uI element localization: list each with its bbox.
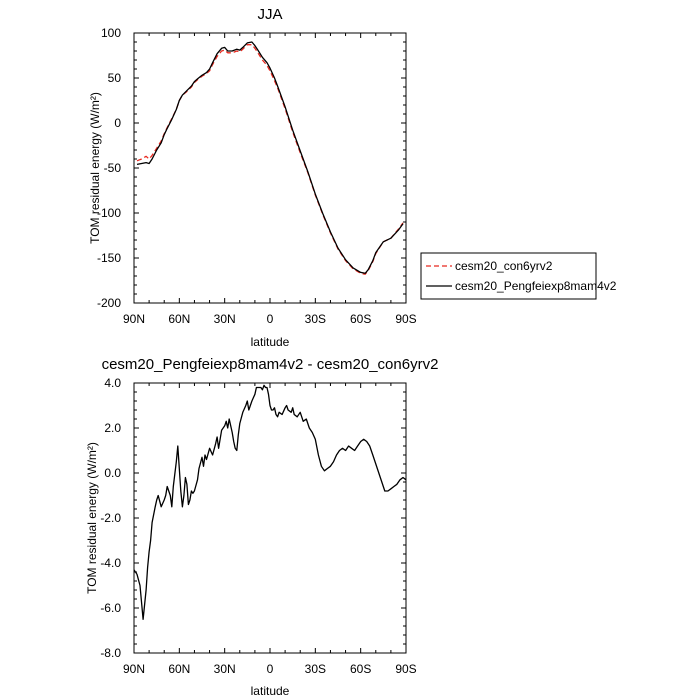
legend: cesm20_con6yrv2 cesm20_Pengfeiexp8mam4v2	[420, 252, 617, 300]
x-tick-label: 90S	[395, 312, 416, 326]
y-tick-label: 50	[108, 71, 122, 85]
panel-top-plot-frame	[133, 32, 407, 304]
legend-box	[420, 252, 597, 300]
x-tick-label: 30N	[214, 312, 236, 326]
panel-top-xlabel: latitude	[251, 335, 290, 349]
y-tick-label: 2.0	[104, 421, 121, 435]
legend-label-pengfei: cesm20_Pengfeiexp8mam4v2	[455, 279, 617, 293]
y-tick-label: 0	[114, 116, 121, 130]
y-tick-label: -200	[97, 296, 121, 310]
panel-bottom-ticks: 90N 60N 30N 0 30S 60S 90S -8.0 -6.0 -4.0 -2.0 0.0 2.…	[100, 376, 416, 676]
x-tick-label: 0	[267, 312, 274, 326]
x-tick-label: 60N	[168, 312, 190, 326]
x-tick-label: 30S	[305, 312, 326, 326]
panel-top-ylabel: TOM residual energy (W/m²)	[88, 92, 102, 244]
y-tick-label: 4.0	[104, 376, 121, 390]
x-tick-label: 90S	[395, 662, 416, 676]
series-line-panel-bottom-0	[133, 384, 407, 620]
y-tick-label: -8.0	[100, 646, 121, 660]
panel-bottom-plot-frame	[133, 382, 407, 654]
panel-top-ticks: 90N 60N 30N 0 30S 60S 90S -200 -150 -100 -50 0 50 100	[97, 26, 417, 326]
y-tick-label: 100	[101, 26, 121, 40]
panel-bottom-ylabel: TOM residual energy (W/m²)	[85, 442, 99, 594]
x-tick-label: 30S	[305, 662, 326, 676]
y-tick-label: -4.0	[100, 556, 121, 570]
panel-top-title: JJA	[257, 6, 282, 23]
y-tick-label: -150	[97, 251, 121, 265]
x-tick-label: 30N	[214, 662, 236, 676]
y-tick-label: -6.0	[100, 601, 121, 615]
x-tick-label: 90N	[123, 662, 145, 676]
panel-bottom-title: cesm20_Pengfeiexp8mam4v2 - cesm20_con6yr…	[102, 356, 439, 373]
x-tick-label: 90N	[123, 312, 145, 326]
y-tick-label: -100	[97, 206, 121, 220]
legend-label-con6yrv2: cesm20_con6yrv2	[455, 259, 553, 273]
panel-bottom-xlabel: latitude	[251, 684, 290, 698]
panel-bottom-series	[133, 384, 407, 620]
x-tick-label: 60S	[350, 662, 371, 676]
y-tick-label: 0.0	[104, 466, 121, 480]
series-line-panel-top-1	[136, 41, 404, 274]
x-tick-label: 60S	[350, 312, 371, 326]
panel-bottom: cesm20_Pengfeiexp8mam4v2 - cesm20_con6yr…	[85, 356, 438, 698]
y-tick-label: -2.0	[100, 511, 121, 525]
panel-top-series	[136, 41, 404, 275]
series-line-panel-top-0	[136, 44, 404, 275]
panel-top: JJA 90N 60N 30N 0 30S 60S 90S -200 -150 -100 -50 0 5…	[88, 6, 617, 349]
y-tick-label: -50	[104, 161, 122, 175]
x-tick-label: 0	[267, 662, 274, 676]
x-tick-label: 60N	[168, 662, 190, 676]
